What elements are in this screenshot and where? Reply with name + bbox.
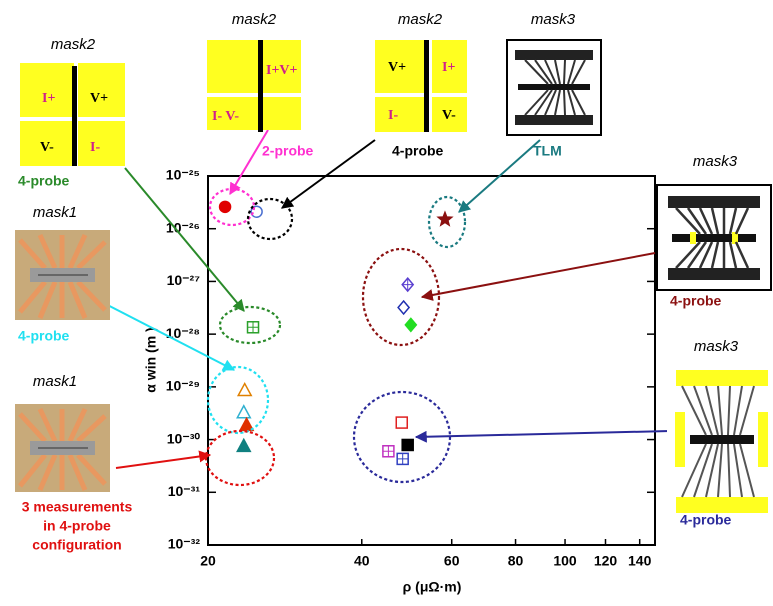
x-axis-label: ρ (μΩ·m) — [403, 579, 462, 595]
y-tick-label: 10⁻²⁵ — [166, 167, 200, 183]
pad-label: I+V+ — [266, 63, 298, 78]
panel-caption: 3 measurements — [22, 499, 133, 515]
panel-title: mask1 — [33, 373, 77, 390]
panel-title: mask2 — [51, 36, 96, 53]
panel-caption: TLM — [533, 143, 562, 159]
y-tick-label: 10⁻³² — [168, 536, 201, 552]
panel-title: mask3 — [693, 153, 738, 170]
mask-thumbnail — [207, 40, 301, 132]
panel-caption: 4-probe — [392, 143, 444, 159]
x-tick-label: 60 — [444, 553, 460, 569]
panel-caption: 4-probe — [670, 293, 722, 309]
x-tick-label: 120 — [594, 553, 618, 569]
point — [236, 404, 252, 419]
x-tick-label: 140 — [628, 553, 652, 569]
panel-title: mask2 — [232, 11, 277, 28]
y-tick-label: 10⁻²⁸ — [166, 325, 200, 341]
y-tick-label: 10⁻²⁹ — [166, 378, 200, 394]
point — [218, 200, 232, 214]
panel-caption: 4-probe — [18, 328, 70, 344]
pad-label: V- — [442, 108, 456, 123]
x-tick-label: 20 — [200, 553, 216, 569]
pad-label: V+ — [90, 91, 108, 106]
panel-title: mask2 — [398, 11, 443, 28]
x-tick-label: 40 — [354, 553, 370, 569]
point-cross — [402, 279, 414, 291]
pad-label: I- — [90, 140, 100, 155]
pad-label: I+ — [442, 60, 455, 75]
x-tick-label: 80 — [508, 553, 524, 569]
point — [436, 210, 454, 227]
panel-caption: 4-probe — [18, 173, 70, 189]
y-tick-label: 10⁻³¹ — [168, 483, 201, 499]
point — [238, 416, 255, 432]
mask-thumbnail — [375, 40, 467, 132]
y-tick-label: 10⁻²⁷ — [167, 272, 201, 288]
point — [236, 437, 252, 453]
point — [236, 381, 253, 397]
point — [401, 438, 414, 452]
panel-title: mask3 — [531, 11, 576, 28]
point-cross — [397, 453, 409, 465]
panel-caption: 4-probe — [680, 512, 732, 528]
y-tick-label: 10⁻³⁰ — [167, 430, 201, 446]
panel-title: mask1 — [33, 204, 77, 221]
point-cross — [247, 321, 259, 333]
mask-photo — [15, 230, 110, 320]
mask-photo — [15, 404, 110, 492]
pad-label: I- V- — [212, 109, 239, 124]
point — [395, 416, 409, 429]
x-tick-label: 100 — [553, 553, 577, 569]
point — [401, 276, 415, 293]
point — [250, 205, 263, 218]
mask-thumbnail — [656, 184, 772, 291]
point-cross — [382, 445, 394, 457]
mask-thumbnail — [20, 63, 125, 166]
plot-frame — [207, 175, 656, 546]
panel-title: mask3 — [694, 338, 739, 355]
point — [404, 317, 418, 333]
mask-thumbnail — [506, 39, 602, 136]
arrows — [89, 129, 671, 469]
pad-label: V+ — [388, 60, 406, 75]
y-axis-label: α win (m ) — [143, 327, 159, 392]
point — [397, 299, 411, 316]
pad-label: I- — [388, 108, 398, 123]
panel-caption: 2-probe — [262, 143, 314, 159]
mask-thumbnail — [667, 366, 772, 514]
panel-caption: configuration — [32, 537, 121, 553]
pad-label: V- — [40, 140, 54, 155]
y-tick-label: 10⁻²⁶ — [166, 219, 200, 235]
pad-label: I+ — [42, 91, 55, 106]
panel-caption: in 4-probe — [43, 518, 111, 534]
